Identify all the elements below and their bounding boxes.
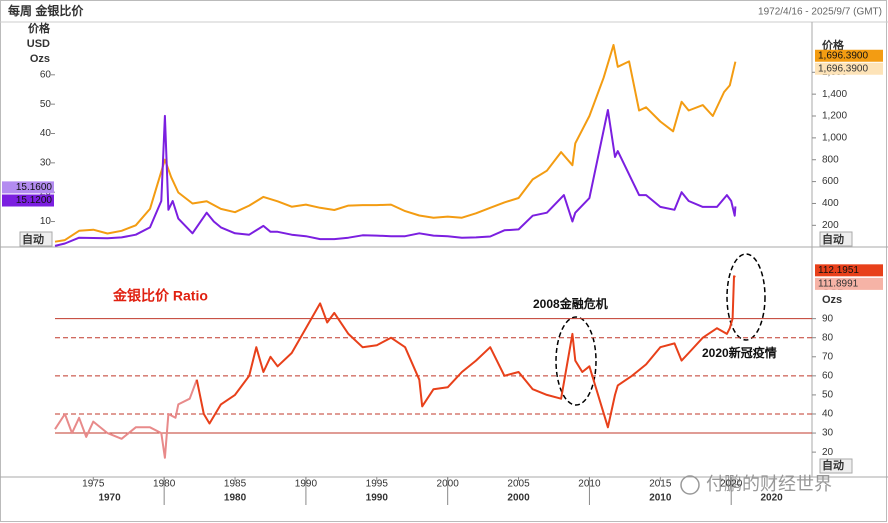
y-tick-label: 90	[822, 313, 834, 324]
button-label[interactable]: 自动	[822, 458, 844, 472]
y-axis-label: 价格	[28, 21, 51, 35]
decade-label: 2020	[760, 493, 783, 504]
chart-title: 每周 金银比价	[8, 3, 84, 18]
date-range: 1972/4/16 - 2025/9/7 (GMT)	[758, 7, 882, 18]
y-tick-label: 50	[40, 99, 52, 110]
last-value-box	[2, 181, 54, 194]
y-tick-label: 800	[822, 154, 839, 165]
y-tick-label: 200	[822, 220, 839, 231]
series-line	[54, 379, 198, 459]
series-line	[54, 44, 737, 243]
x-tick-label: 1975	[82, 479, 105, 490]
series-line	[54, 109, 737, 247]
x-tick-label: 1995	[366, 479, 389, 490]
last-value-box	[2, 194, 54, 207]
last-value-box	[815, 277, 883, 290]
y-tick-label: 1,000	[822, 133, 847, 144]
y-tick-label: 50	[822, 390, 834, 401]
last-value-label: 1,696.3900	[818, 63, 868, 74]
last-value-box	[815, 49, 883, 62]
ratio-title: 金银比价 Ratio	[112, 288, 208, 304]
watermark-icon	[680, 475, 700, 495]
y-tick-label: 60	[40, 69, 52, 80]
y-axis-label: Ozs	[822, 294, 842, 306]
decade-label: 1970	[98, 493, 121, 504]
y-tick-label: 400	[822, 198, 839, 209]
decade-label: 1980	[224, 493, 247, 504]
y-tick-label: 600	[822, 176, 839, 187]
last-value-label: 111.8991	[818, 279, 859, 290]
watermark: 付鹏的财经世界	[706, 474, 832, 494]
x-tick-label: 2015	[649, 479, 672, 490]
button-label[interactable]: 自动	[22, 232, 44, 246]
last-value-box	[815, 264, 883, 277]
last-value-label: 15.1200	[16, 195, 53, 206]
last-value-label: 112.1951	[818, 265, 859, 276]
y-tick-label: 1,400	[822, 89, 847, 100]
y-tick-label: 1,200	[822, 111, 847, 122]
annotation: 2008金融危机	[533, 296, 608, 311]
highlight-ellipse	[726, 253, 766, 341]
last-value-label: 1,696.3900	[818, 50, 868, 61]
decade-label: 1990	[366, 493, 389, 504]
y2-axis-label: 价格	[822, 38, 845, 52]
button[interactable]: 自动	[19, 231, 53, 247]
annotation: 2020新冠疫情	[702, 345, 777, 360]
y-tick-label: 20	[822, 447, 834, 458]
y-tick-label: 80	[822, 332, 834, 343]
last-value-box	[815, 62, 883, 75]
button-label[interactable]: 自动	[822, 232, 844, 246]
series-line	[195, 275, 736, 429]
y-tick-label: 30	[40, 157, 52, 168]
y-tick-label: 40	[40, 128, 52, 139]
decade-label: 2000	[507, 493, 530, 504]
button[interactable]: 自动	[819, 458, 853, 474]
y-tick-label: 40	[822, 409, 834, 420]
y-tick-label: 70	[822, 351, 834, 362]
y-axis-label: USD	[27, 38, 50, 50]
y-tick-label: 60	[822, 370, 834, 381]
y-tick-label: 30	[822, 428, 834, 439]
x-tick-label: 1985	[224, 479, 247, 490]
x-tick-label: 2005	[507, 479, 530, 490]
highlight-ellipse	[555, 316, 597, 406]
button[interactable]: 自动	[819, 231, 853, 247]
decade-label: 2010	[649, 493, 672, 504]
last-value-label: 15.1600	[16, 182, 53, 193]
y-tick-label: 10	[40, 216, 52, 227]
y-axis-label: Ozs	[30, 53, 50, 65]
